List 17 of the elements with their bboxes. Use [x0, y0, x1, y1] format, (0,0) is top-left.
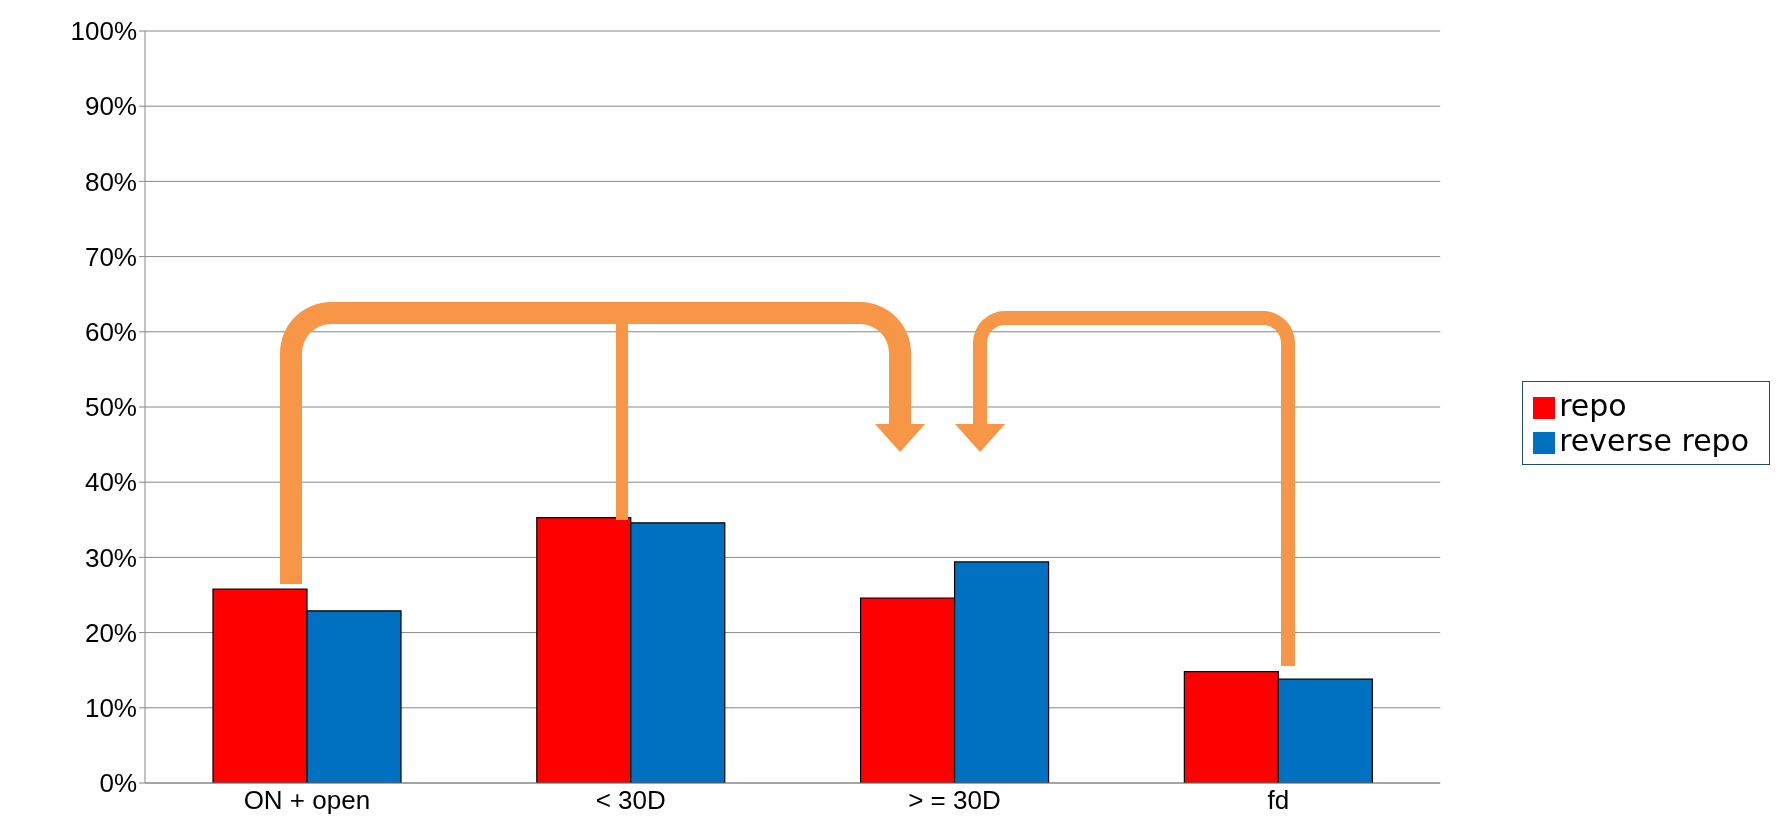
legend-label: repo [1559, 388, 1627, 423]
y-tick-label: 0% [99, 768, 137, 799]
y-tick-label: 70% [84, 241, 137, 272]
x-tick-label: ON + open [243, 785, 371, 816]
y-tick-label: 90% [84, 91, 137, 122]
y-tick-label: 80% [84, 166, 137, 197]
x-tick-label: fd [1267, 785, 1290, 816]
y-tick-label: 40% [84, 467, 137, 498]
x-tick-label: > = 30D [908, 785, 1001, 816]
y-tick-label: 10% [84, 693, 137, 724]
legend-label: reverse repo [1559, 423, 1749, 458]
x-tick-label: < 30D [595, 785, 666, 816]
y-tick-label: 60% [84, 317, 137, 348]
y-tick-label: 20% [84, 617, 137, 648]
y-tick-label: 100% [70, 16, 137, 47]
y-tick-label: 50% [84, 392, 137, 423]
y-tick-label: 30% [84, 542, 137, 573]
